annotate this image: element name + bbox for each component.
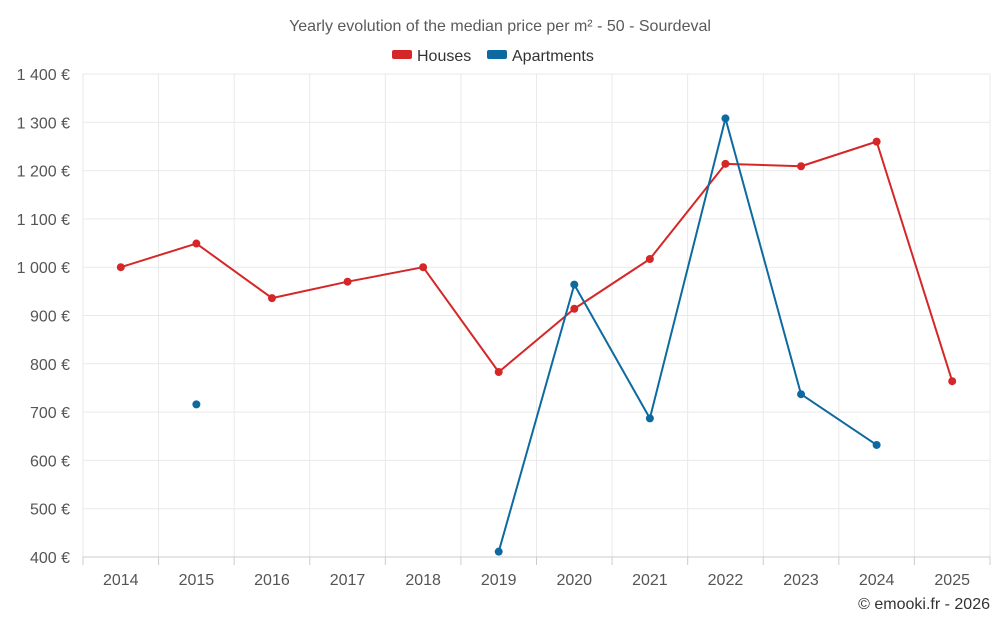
x-tick-label: 2021 [632,572,668,589]
data-point-houses[interactable] [570,304,579,313]
x-tick-label: 2018 [405,572,441,589]
y-tick-label: 400 € [30,550,70,567]
x-tick-label: 2016 [254,572,290,589]
data-point-houses[interactable] [192,239,201,248]
y-tick-label: 800 € [30,357,70,374]
y-tick-label: 1 300 € [17,115,70,132]
x-tick-label: 2025 [934,572,970,589]
chart-title: Yearly evolution of the median price per… [289,18,711,35]
legend-swatch-apartments [487,50,507,59]
data-point-houses[interactable] [872,137,881,146]
y-tick-label: 600 € [30,453,70,470]
y-tick-label: 500 € [30,502,70,519]
data-point-apartments[interactable] [192,400,201,409]
y-tick-label: 900 € [30,309,70,326]
data-point-houses[interactable] [267,294,276,303]
data-point-apartments[interactable] [570,280,579,289]
series-layer [116,114,957,556]
x-tick-label: 2023 [783,572,819,589]
data-point-apartments[interactable] [721,114,730,123]
legend: Houses Apartments [392,48,594,65]
x-tick-label: 2014 [103,572,139,589]
data-point-apartments[interactable] [645,414,654,423]
data-point-houses[interactable] [721,159,730,168]
y-tick-label: 1 100 € [17,212,70,229]
legend-label-houses[interactable]: Houses [417,48,471,65]
data-point-houses[interactable] [419,263,428,272]
series-line-houses [120,140,954,382]
x-tick-label: 2022 [708,572,744,589]
data-point-apartments[interactable] [872,440,881,449]
x-tick-label: 2024 [859,572,895,589]
x-tick-label: 2019 [481,572,517,589]
data-point-houses[interactable] [494,368,503,377]
series-line-apartments [497,117,878,552]
credit-text: © emooki.fr - 2026 [858,596,990,613]
y-tick-label: 1 400 € [17,67,70,84]
legend-label-apartments[interactable]: Apartments [512,48,594,65]
y-axis: 400 € 500 € 600 € 700 € 800 € 900 € 1 000 € 1 1… [17,67,70,567]
data-point-apartments[interactable] [797,390,806,399]
y-tick-label: 700 € [30,405,70,422]
grid-lines [82,73,991,558]
x-tick-label: 2017 [330,572,366,589]
data-point-apartments[interactable] [494,547,503,556]
data-point-houses[interactable] [343,277,352,286]
data-point-houses[interactable] [116,263,125,272]
x-tick-label: 2015 [179,572,215,589]
data-point-houses[interactable] [797,162,806,171]
y-tick-label: 1 000 € [17,260,70,277]
x-axis: 2014 2015 2016 2017 2018 2019 2020 2021 2022 2023… [82,556,991,589]
data-point-houses[interactable] [948,377,957,386]
y-tick-label: 1 200 € [17,164,70,181]
x-tick-label: 2020 [556,572,592,589]
legend-swatch-houses [392,50,412,59]
data-point-houses[interactable] [645,254,654,263]
